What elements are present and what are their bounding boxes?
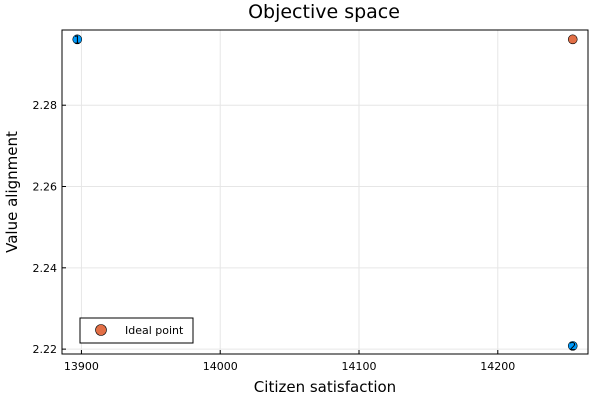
x-tick-label: 13900 [64, 360, 99, 373]
data-points: 12 [72, 33, 578, 353]
y-tick-label: 2.28 [33, 99, 58, 112]
ideal-point-marker [567, 34, 578, 45]
legend: Ideal point [79, 317, 194, 344]
x-tick-label: 14100 [342, 360, 377, 373]
solution-point [567, 341, 578, 351]
x-tick-label: 14000 [203, 360, 238, 373]
y-axis-label: Value alignment [3, 131, 21, 253]
grid [62, 30, 588, 354]
legend-marker-ideal-point [95, 324, 107, 336]
y-tick-label: 2.24 [33, 262, 58, 275]
axis-ticks: 13900 14000 14100 14200 2.22 2.24 2.26 2.28 [33, 99, 516, 373]
x-tick-label: 14200 [480, 360, 515, 373]
plot-frame [61, 29, 589, 355]
legend-label-ideal-point: Ideal point [125, 324, 184, 337]
solution-point [72, 34, 83, 45]
point-label: 1 [74, 33, 81, 46]
y-tick-label: 2.26 [33, 181, 58, 194]
point-label: 2 [569, 340, 576, 353]
x-axis-label: Citizen satisfaction [254, 378, 396, 396]
legend-box [79, 317, 194, 344]
chart-title: Objective space [248, 1, 400, 23]
y-tick-label: 2.22 [33, 343, 58, 356]
